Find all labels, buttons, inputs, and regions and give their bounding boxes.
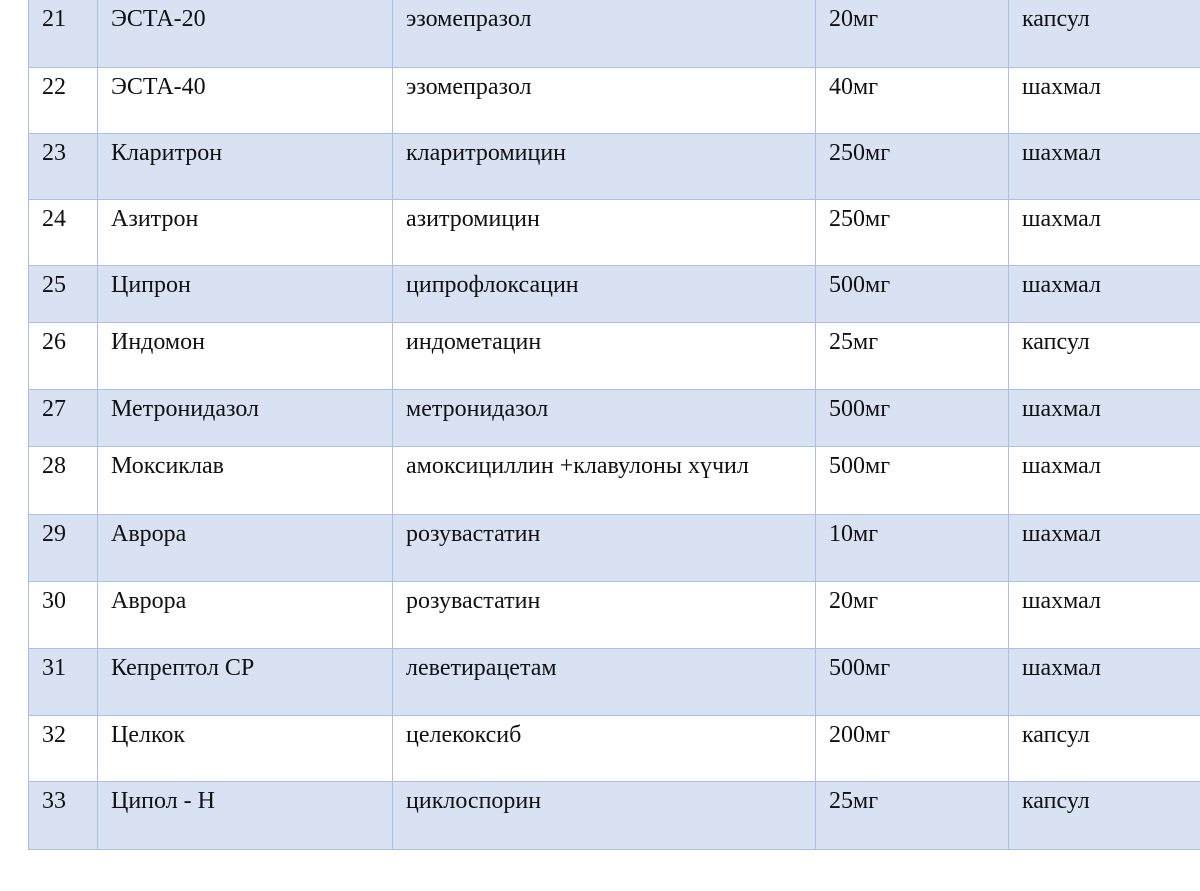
dosage-form-cell: шахмал <box>1008 265 1200 323</box>
row-number-cell: 26 <box>28 322 98 390</box>
active-ingredient-cell: индометацин <box>392 322 816 390</box>
drug-name-cell: Индомон <box>97 322 393 390</box>
row-number-cell: 29 <box>28 514 98 582</box>
table-row: 29 Аврора розувастатин 10мг шахмал <box>28 514 1200 582</box>
medicine-table: 21 ЭСТА-20 эзомепразол 20мг капсул 22 ЭСТА-40 э… <box>28 0 1200 850</box>
table-row: 25 Ципрон ципрофлоксацин 500мг шахмал <box>28 265 1200 323</box>
dosage-cell: 40мг <box>815 67 1009 134</box>
drug-name-cell: Ципрон <box>97 265 393 323</box>
drug-name-cell: Азитрон <box>97 199 393 266</box>
dosage-form-cell: шахмал <box>1008 199 1200 266</box>
dosage-cell: 500мг <box>815 446 1009 515</box>
drug-name-cell: ЭСТА-20 <box>97 0 393 68</box>
row-number-cell: 21 <box>28 0 98 68</box>
table-row: 24 Азитрон азитромицин 250мг шахмал <box>28 199 1200 266</box>
dosage-form-cell: шахмал <box>1008 514 1200 582</box>
active-ingredient-cell: розувастатин <box>392 514 816 582</box>
drug-name-cell: Кепрептол СР <box>97 648 393 716</box>
drug-name-cell: Кларитрон <box>97 133 393 200</box>
table-row: 23 Кларитрон кларитромицин 250мг шахмал <box>28 133 1200 200</box>
dosage-cell: 20мг <box>815 0 1009 68</box>
row-number-cell: 23 <box>28 133 98 200</box>
dosage-form-cell: капсул <box>1008 0 1200 68</box>
dosage-cell: 10мг <box>815 514 1009 582</box>
drug-name-cell: Целкок <box>97 715 393 782</box>
table-row: 27 Метронидазол метронидазол 500мг шахмал <box>28 389 1200 447</box>
dosage-cell: 500мг <box>815 389 1009 447</box>
dosage-cell: 200мг <box>815 715 1009 782</box>
table-row: 30 Аврора розувастатин 20мг шахмал <box>28 581 1200 649</box>
table-row: 22 ЭСТА-40 эзомепразол 40мг шахмал <box>28 67 1200 134</box>
dosage-cell: 500мг <box>815 265 1009 323</box>
dosage-form-cell: капсул <box>1008 781 1200 850</box>
table-row: 26 Индомон индометацин 25мг капсул <box>28 322 1200 390</box>
active-ingredient-cell: целекоксиб <box>392 715 816 782</box>
drug-name-cell: Метронидазол <box>97 389 393 447</box>
active-ingredient-cell: амоксициллин +клавулоны хүчил <box>392 446 816 515</box>
active-ingredient-cell: ципрофлоксацин <box>392 265 816 323</box>
active-ingredient-cell: розувастатин <box>392 581 816 649</box>
drug-name-cell: Аврора <box>97 581 393 649</box>
table-row: 28 Моксиклав амоксициллин +клавулоны хүчил… <box>28 446 1200 515</box>
dosage-cell: 500мг <box>815 648 1009 716</box>
dosage-form-cell: шахмал <box>1008 67 1200 134</box>
dosage-cell: 20мг <box>815 581 1009 649</box>
active-ingredient-cell: кларитромицин <box>392 133 816 200</box>
row-number-cell: 27 <box>28 389 98 447</box>
row-number-cell: 22 <box>28 67 98 134</box>
row-number-cell: 25 <box>28 265 98 323</box>
dosage-cell: 25мг <box>815 781 1009 850</box>
table-row: 21 ЭСТА-20 эзомепразол 20мг капсул <box>28 0 1200 68</box>
active-ingredient-cell: эзомепразол <box>392 67 816 134</box>
table-row: 32 Целкок целекоксиб 200мг капсул <box>28 715 1200 782</box>
active-ingredient-cell: азитромицин <box>392 199 816 266</box>
row-number-cell: 24 <box>28 199 98 266</box>
dosage-form-cell: шахмал <box>1008 389 1200 447</box>
row-number-cell: 33 <box>28 781 98 850</box>
table-row: 31 Кепрептол СР леветирацетам 500мг шахмал <box>28 648 1200 716</box>
dosage-cell: 250мг <box>815 133 1009 200</box>
dosage-form-cell: шахмал <box>1008 446 1200 515</box>
dosage-cell: 250мг <box>815 199 1009 266</box>
drug-name-cell: Моксиклав <box>97 446 393 515</box>
dosage-form-cell: шахмал <box>1008 581 1200 649</box>
drug-name-cell: Ципол - Н <box>97 781 393 850</box>
active-ingredient-cell: метронидазол <box>392 389 816 447</box>
active-ingredient-cell: леветирацетам <box>392 648 816 716</box>
active-ingredient-cell: эзомепразол <box>392 0 816 68</box>
active-ingredient-cell: циклоспорин <box>392 781 816 850</box>
row-number-cell: 32 <box>28 715 98 782</box>
drug-name-cell: Аврора <box>97 514 393 582</box>
dosage-form-cell: шахмал <box>1008 133 1200 200</box>
dosage-form-cell: капсул <box>1008 322 1200 390</box>
row-number-cell: 28 <box>28 446 98 515</box>
dosage-form-cell: капсул <box>1008 715 1200 782</box>
drug-name-cell: ЭСТА-40 <box>97 67 393 134</box>
dosage-form-cell: шахмал <box>1008 648 1200 716</box>
row-number-cell: 30 <box>28 581 98 649</box>
dosage-cell: 25мг <box>815 322 1009 390</box>
row-number-cell: 31 <box>28 648 98 716</box>
